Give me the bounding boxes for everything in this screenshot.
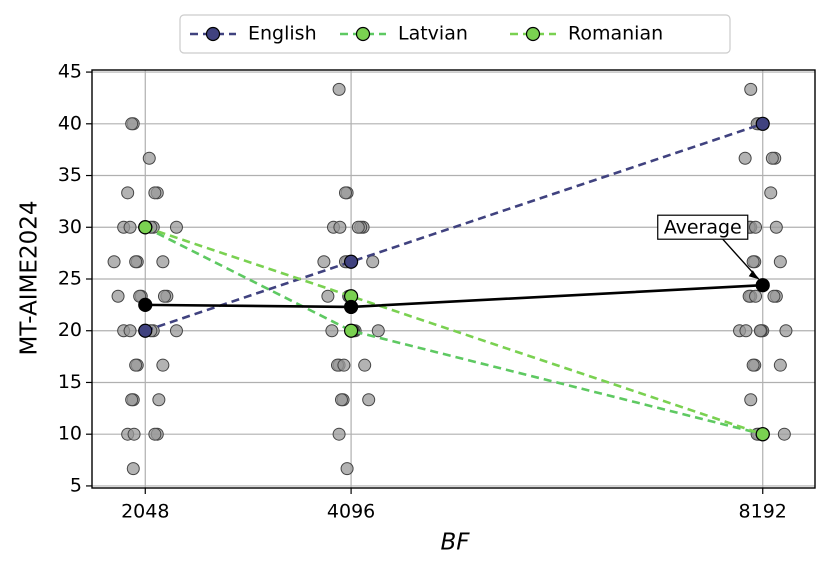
sample-point bbox=[332, 82, 346, 96]
legend-marker bbox=[525, 26, 541, 42]
x-tick-label: 8192 bbox=[739, 501, 787, 523]
series-point bbox=[343, 323, 359, 338]
sample-point bbox=[129, 255, 143, 269]
sample-point bbox=[325, 324, 339, 338]
sample-point bbox=[767, 289, 781, 303]
x-tick-label: 4096 bbox=[327, 501, 375, 523]
sample-point bbox=[152, 393, 166, 407]
sample-point bbox=[362, 393, 376, 407]
sample-point bbox=[749, 220, 763, 234]
annotation-box bbox=[657, 214, 749, 240]
y-tick-label: 15 bbox=[58, 371, 82, 393]
sample-point bbox=[333, 220, 347, 234]
sample-point bbox=[317, 255, 331, 269]
sample-point bbox=[746, 255, 760, 269]
sample-point bbox=[125, 393, 139, 407]
y-axis-label: MT-AIME2024 bbox=[17, 200, 43, 355]
legend-marker bbox=[205, 26, 221, 42]
sample-point bbox=[744, 393, 758, 407]
sample-point bbox=[358, 358, 372, 372]
series-point bbox=[138, 323, 153, 338]
y-tick-label: 45 bbox=[58, 61, 82, 83]
sample-point bbox=[125, 117, 139, 131]
sample-point bbox=[366, 255, 380, 269]
sample-point bbox=[332, 427, 346, 441]
sample-point bbox=[746, 358, 760, 372]
legend-box bbox=[179, 14, 731, 54]
y-tick-label: 35 bbox=[58, 164, 82, 186]
y-tick-label: 20 bbox=[58, 319, 82, 341]
series-point bbox=[755, 116, 770, 131]
sample-point bbox=[123, 220, 137, 234]
sample-point bbox=[334, 393, 348, 407]
y-tick-label: 30 bbox=[58, 216, 82, 238]
sample-point bbox=[123, 324, 137, 338]
legend-label: Latvian bbox=[398, 23, 468, 45]
sample-point bbox=[769, 220, 783, 234]
sample-point bbox=[779, 324, 793, 338]
sample-point bbox=[148, 427, 162, 441]
sample-point bbox=[371, 324, 385, 338]
sample-point bbox=[338, 186, 352, 200]
sample-point bbox=[765, 151, 779, 165]
x-tick-label: 2048 bbox=[121, 501, 169, 523]
y-tick-label: 10 bbox=[58, 423, 82, 445]
series-line bbox=[144, 122, 764, 332]
sample-point bbox=[773, 255, 787, 269]
sample-point bbox=[121, 186, 135, 200]
legend-marker bbox=[355, 26, 371, 42]
sample-point bbox=[777, 427, 791, 441]
y-tick-label: 40 bbox=[58, 112, 82, 134]
sample-point bbox=[321, 289, 335, 303]
series-point bbox=[343, 299, 359, 315]
sample-point bbox=[111, 289, 125, 303]
sample-point bbox=[169, 220, 183, 234]
sample-point bbox=[337, 358, 351, 372]
sample-point bbox=[129, 358, 143, 372]
series-line bbox=[144, 226, 764, 436]
annotation-arrowhead bbox=[748, 270, 759, 280]
sample-point bbox=[126, 462, 140, 476]
sample-point bbox=[753, 324, 767, 338]
sample-point bbox=[749, 289, 763, 303]
sample-point bbox=[351, 220, 365, 234]
y-tick-label: 25 bbox=[58, 268, 82, 290]
series-point bbox=[138, 297, 153, 312]
y-tick-label: 5 bbox=[70, 474, 82, 496]
plot-frame bbox=[91, 69, 816, 489]
sample-point bbox=[107, 255, 121, 269]
series-line bbox=[145, 283, 763, 309]
sample-point bbox=[169, 324, 183, 338]
sample-point bbox=[127, 427, 141, 441]
sample-point bbox=[156, 255, 170, 269]
x-axis-label: BF bbox=[440, 530, 470, 556]
sample-point bbox=[156, 358, 170, 372]
sample-point bbox=[738, 151, 752, 165]
sample-point bbox=[142, 151, 156, 165]
sample-point bbox=[764, 186, 778, 200]
annotation-text: Average bbox=[664, 217, 742, 239]
series-point bbox=[755, 278, 770, 293]
sample-point bbox=[148, 186, 162, 200]
sample-point bbox=[739, 324, 753, 338]
series-point bbox=[343, 254, 359, 269]
series-point bbox=[138, 220, 153, 235]
sample-point bbox=[157, 289, 171, 303]
legend-label: English bbox=[248, 23, 317, 45]
sample-point bbox=[340, 462, 354, 476]
sample-point bbox=[773, 358, 787, 372]
series-point bbox=[755, 427, 770, 442]
sample-point bbox=[744, 82, 758, 96]
series-line bbox=[144, 226, 764, 436]
legend-label: Romanian bbox=[568, 23, 663, 45]
